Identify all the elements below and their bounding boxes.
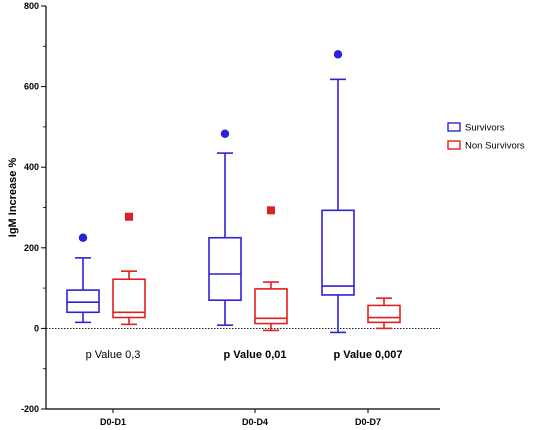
y-tick-label: 200 <box>24 243 39 253</box>
legend-swatch <box>447 122 461 132</box>
y-tick-label: 600 <box>24 82 39 92</box>
box-non-survivors-D0-D7 <box>367 297 401 330</box>
box-non-survivors-D0-D4 <box>254 206 288 332</box>
y-axis-label: IgM Increase % <box>7 158 19 238</box>
outlier-point <box>220 129 230 138</box>
y-tick-label: 400 <box>24 162 39 172</box>
x-tick-label: D0-D4 <box>242 417 268 427</box>
x-tick-label: D0-D1 <box>100 417 126 427</box>
p-value-annotation: p Value 0,01 <box>224 349 287 361</box>
axis-layer: -200 0 200 400 600 800 IgM Increase % D0-D1 D0-D… <box>7 1 440 427</box>
legend-label: Survivors <box>465 123 505 134</box>
box-survivors-D0-D4 <box>208 129 242 326</box>
y-tick-label: 0 <box>34 323 39 333</box>
box-iqr <box>66 289 100 314</box>
box-non-survivors-D0-D1 <box>112 212 146 326</box>
plot-layer: p Value 0,3 p Value 0,01 p Value 0,007 <box>46 50 440 361</box>
outlier-point <box>333 50 343 59</box>
outlier-point <box>125 212 133 221</box>
box-iqr <box>112 278 146 319</box>
legend: Survivors Non Survivors <box>447 122 525 152</box>
box-survivors-D0-D1 <box>66 233 100 324</box>
y-tick-label: 800 <box>24 1 39 11</box>
outlier-point <box>78 233 88 242</box>
outlier-point <box>267 206 275 215</box>
x-tick-label: D0-D7 <box>355 417 381 427</box>
p-value-annotation: p Value 0,007 <box>333 349 402 361</box>
y-tick-label: -200 <box>21 404 39 414</box>
box-iqr <box>321 209 355 296</box>
box-iqr <box>367 304 401 324</box>
box-iqr <box>208 236 242 301</box>
box-survivors-D0-D7 <box>321 50 355 334</box>
p-value-annotation: p Value 0,3 <box>86 349 141 361</box>
legend-swatch <box>447 140 461 150</box>
box-iqr <box>254 288 288 325</box>
legend-label: Non Survivors <box>465 141 525 152</box>
